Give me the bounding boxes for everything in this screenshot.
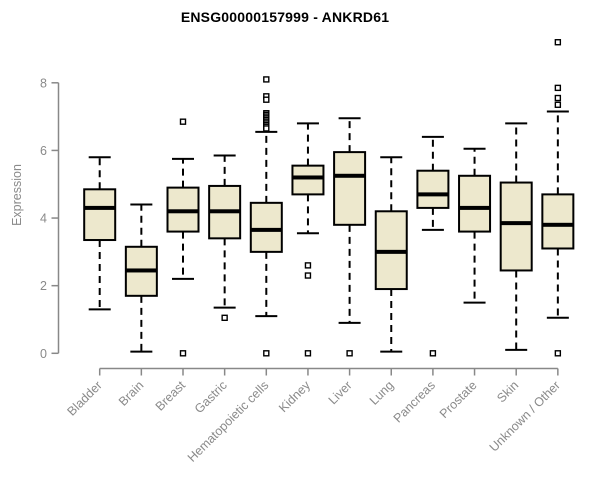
outlier-point bbox=[554, 84, 562, 92]
x-axis-category-label: Brain bbox=[116, 378, 147, 409]
median-line bbox=[125, 268, 157, 273]
outlier-point bbox=[554, 39, 562, 46]
outlier-point bbox=[429, 350, 437, 357]
iqr-box bbox=[416, 169, 450, 209]
median-line bbox=[375, 249, 407, 254]
outlier-point bbox=[346, 350, 353, 357]
outlier-point bbox=[554, 101, 562, 108]
iqr-box bbox=[333, 151, 367, 226]
median-line bbox=[209, 209, 241, 214]
outlier-point bbox=[263, 350, 270, 357]
x-axis-category-label: Gastric bbox=[192, 378, 230, 416]
boxplot-kidney bbox=[291, 122, 325, 357]
median-line bbox=[250, 227, 282, 232]
median-line bbox=[417, 192, 449, 197]
median-line bbox=[459, 205, 491, 210]
x-axis-category-label: Breast bbox=[153, 378, 189, 414]
boxplot-liver bbox=[333, 117, 367, 357]
boxplot-pancreas bbox=[416, 135, 450, 357]
y-axis-tick-label: 4 bbox=[40, 212, 47, 226]
outlier-point bbox=[263, 76, 270, 83]
boxplot-gastric bbox=[208, 154, 242, 321]
x-axis-category-label: Bladder bbox=[64, 378, 104, 418]
x-axis-category-label: Unknown / Other bbox=[487, 378, 563, 454]
iqr-box bbox=[458, 174, 492, 233]
iqr-box bbox=[83, 188, 117, 242]
chart-title: ENSG00000157999 - ANKRD61 bbox=[180, 9, 390, 25]
outlier-point bbox=[179, 350, 187, 357]
x-axis-category-label: Pancreas bbox=[391, 378, 438, 425]
boxplot-breast bbox=[166, 118, 200, 357]
boxplot-brain bbox=[124, 203, 158, 353]
x-axis-category-label: Lung bbox=[367, 378, 397, 408]
median-line bbox=[334, 173, 366, 178]
outlier-point bbox=[554, 94, 562, 102]
x-axis-category-label: Hematopoietic cells bbox=[185, 378, 272, 465]
boxplot-prostate bbox=[458, 147, 492, 304]
boxplot-hematopoietic-cells bbox=[249, 76, 283, 357]
y-axis-tick-label: 8 bbox=[40, 76, 47, 90]
outlier-point bbox=[263, 96, 270, 103]
outlier-point bbox=[304, 262, 312, 269]
x-axis-category-label: Kidney bbox=[276, 378, 313, 415]
iqr-box bbox=[499, 181, 533, 272]
x-axis-category-label: Prostate bbox=[437, 378, 480, 421]
boxplot-unknown-other bbox=[541, 39, 575, 357]
outlier-point bbox=[304, 272, 312, 279]
median-line bbox=[292, 175, 324, 180]
y-axis-tick-label: 0 bbox=[40, 347, 47, 361]
iqr-box bbox=[541, 193, 575, 250]
boxplot-lung bbox=[374, 156, 408, 353]
median-line bbox=[84, 205, 116, 210]
iqr-box bbox=[249, 201, 283, 253]
boxplot-bladder bbox=[83, 156, 117, 311]
median-line bbox=[500, 221, 532, 226]
iqr-box bbox=[291, 164, 325, 196]
y-axis-tick-label: 6 bbox=[40, 144, 47, 158]
outlier-point bbox=[554, 350, 562, 357]
median-line bbox=[542, 222, 574, 227]
outlier-point bbox=[221, 314, 228, 321]
x-axis-category-label: Liver bbox=[326, 378, 355, 407]
outlier-point bbox=[263, 125, 270, 132]
boxplot-skin bbox=[499, 122, 533, 351]
median-line bbox=[167, 209, 199, 214]
outlier-point bbox=[304, 350, 312, 357]
x-axis-category-label: Skin bbox=[494, 378, 521, 405]
y-axis-tick-label: 2 bbox=[40, 279, 47, 293]
outlier-point bbox=[179, 118, 187, 125]
